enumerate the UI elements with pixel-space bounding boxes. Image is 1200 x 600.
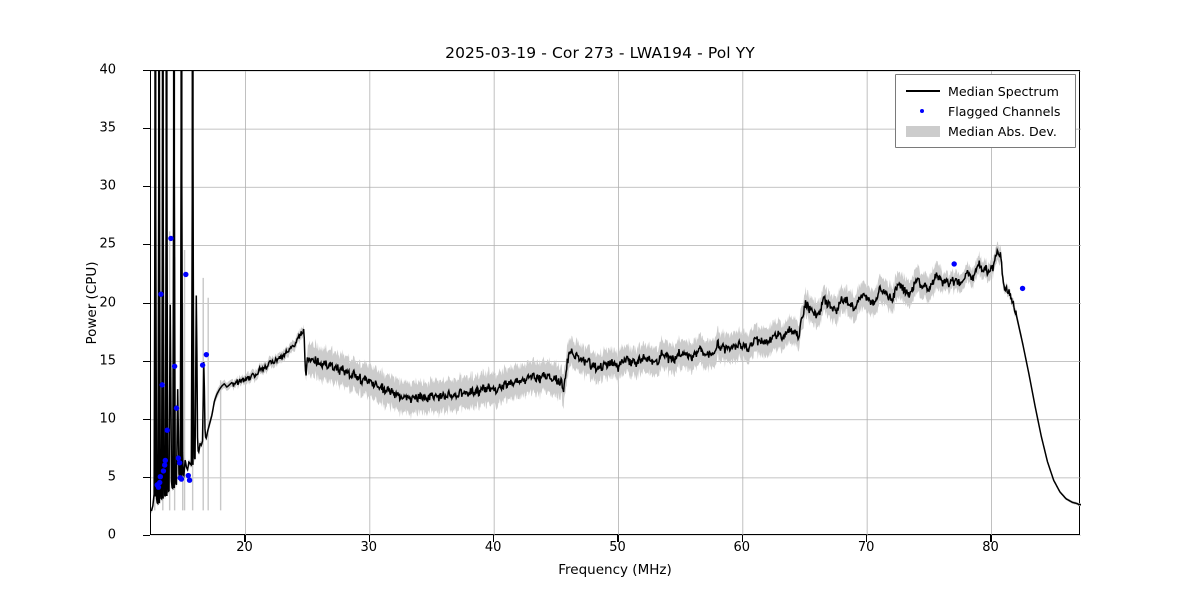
x-tick-label: 20 <box>236 540 253 555</box>
x-tick-label: 80 <box>982 540 999 555</box>
flagged-channel-marker <box>186 477 193 483</box>
legend-label-median-spectrum: Median Spectrum <box>948 83 1059 99</box>
x-tick-label: 70 <box>857 540 875 555</box>
y-tick-label: 30 <box>99 178 116 194</box>
legend-marker-swatch <box>903 101 943 121</box>
flagged-channel-markers <box>154 235 1026 490</box>
y-tick-mark <box>143 186 150 188</box>
y-tick-mark <box>143 302 150 304</box>
x-tick-mark <box>741 535 743 542</box>
flagged-channel-marker <box>175 455 182 461</box>
flagged-channel-marker <box>161 462 168 468</box>
y-axis-label: Power (CPU) <box>84 260 100 345</box>
flagged-channel-marker <box>155 484 162 490</box>
y-tick-label: 0 <box>107 527 116 543</box>
y-tick-mark <box>143 70 150 72</box>
flagged-channel-marker <box>1019 285 1026 292</box>
legend-item-median-spectrum: Median Spectrum <box>903 81 1068 101</box>
y-tick-label: 35 <box>99 120 116 136</box>
y-tick-mark <box>143 418 150 420</box>
flagged-channel-marker <box>162 457 168 464</box>
legend-line-swatch <box>903 81 943 101</box>
y-tick-label: 15 <box>99 353 116 369</box>
flagged-channel-marker <box>159 382 165 388</box>
flagged-channel-marker <box>168 235 174 242</box>
flagged-channel-marker <box>951 261 957 267</box>
flagged-channel-marker <box>157 479 163 486</box>
legend-item-median-abs-dev: Median Abs. Dev. <box>903 121 1068 141</box>
y-tick-mark <box>143 476 150 478</box>
x-axis-label: Frequency (MHz) <box>558 562 672 578</box>
x-tick-mark <box>368 535 370 542</box>
flagged-channel-marker <box>203 351 210 358</box>
flagged-channel-marker <box>157 474 164 480</box>
x-tick-label: 50 <box>609 540 626 555</box>
y-tick-mark <box>143 535 150 537</box>
x-tick-mark <box>990 535 992 542</box>
legend-label-flagged-channels: Flagged Channels <box>948 103 1061 119</box>
x-tick-mark <box>493 535 495 542</box>
y-tick-label: 40 <box>99 62 116 78</box>
flagged-channel-marker <box>178 476 185 482</box>
page-title: 2025-03-19 - Cor 273 - LWA194 - Pol YY <box>445 44 755 62</box>
y-tick-label: 10 <box>99 411 116 427</box>
median-spectrum-line <box>151 71 1081 512</box>
legend-item-flagged-channels: Flagged Channels <box>903 101 1068 121</box>
flagged-channel-marker <box>185 472 191 479</box>
flagged-channel-marker <box>171 363 178 369</box>
x-tick-mark <box>617 535 619 542</box>
legend: Median Spectrum Flagged Channels Median … <box>895 74 1076 148</box>
y-tick-label: 20 <box>99 295 116 310</box>
y-axis-label-holder: Power (CPU) <box>42 70 100 535</box>
x-tick-mark <box>244 535 246 542</box>
x-tick-label: 30 <box>360 540 378 555</box>
x-tick-mark <box>866 535 868 542</box>
spectrum-plot <box>151 71 1081 536</box>
y-tick-mark <box>143 128 150 130</box>
flagged-channel-marker <box>160 468 167 474</box>
flagged-channel-marker <box>158 291 164 297</box>
y-tick-mark <box>143 360 150 362</box>
flagged-channel-marker <box>173 405 180 411</box>
flagged-channel-marker <box>164 427 170 433</box>
y-tick-mark <box>143 244 150 246</box>
x-tick-label: 40 <box>484 540 502 555</box>
legend-band-swatch <box>903 121 943 141</box>
x-tick-label: 60 <box>733 540 751 555</box>
y-tick-label: 5 <box>107 469 116 485</box>
flagged-channel-marker <box>199 362 206 368</box>
y-tick-label: 25 <box>99 236 116 252</box>
flagged-channel-marker <box>176 460 183 466</box>
legend-label-median-abs-dev: Median Abs. Dev. <box>948 123 1057 139</box>
flagged-channel-marker <box>183 271 189 278</box>
